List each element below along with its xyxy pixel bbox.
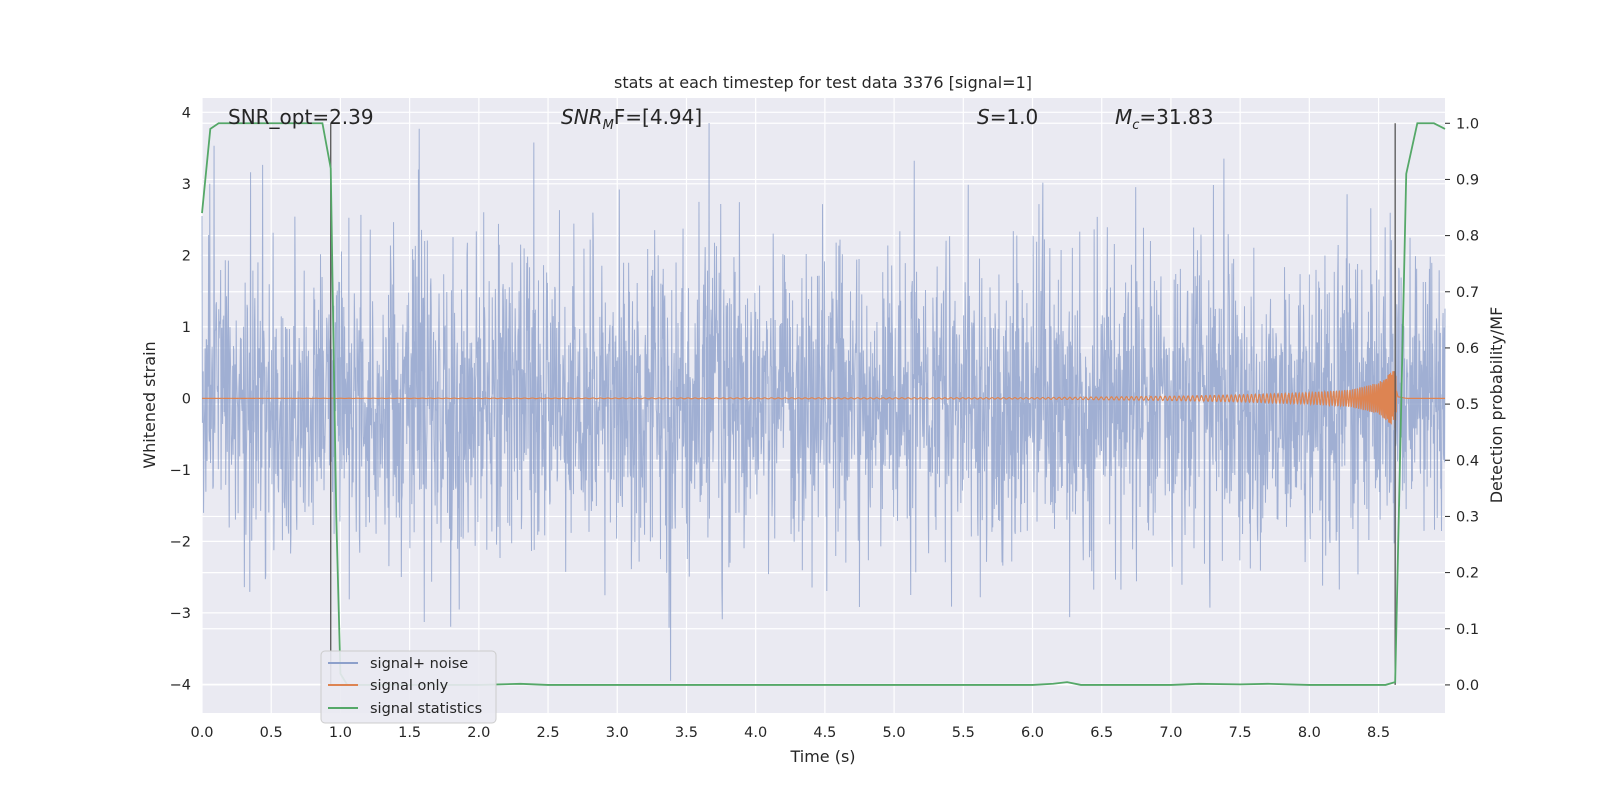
- snr-opt-annotation: SNR_opt=2.39: [228, 105, 374, 129]
- y-right-tick-label: 0.9: [1456, 172, 1479, 188]
- y-left-tick-labels: 4 3 2 1 0 −1 −2 −3 −4: [170, 105, 191, 693]
- signal-statistics-line: [201, 122, 1446, 686]
- x-tick-label: 5.0: [883, 725, 906, 741]
- y-right-tick-label: 0.4: [1456, 453, 1479, 469]
- y-left-tick-label: 3: [182, 177, 191, 193]
- chart-title: stats at each timestep for test data 337…: [614, 73, 1032, 92]
- signal-only-line: [202, 371, 1445, 428]
- y-right-tick-label: 0.2: [1456, 566, 1479, 582]
- y-right-tick-labels: 1.0 0.9 0.8 0.7 0.6 0.5 0.4 0.3 0.2 0.1 0.0: [1445, 116, 1479, 694]
- x-tick-label: 5.5: [952, 725, 975, 741]
- x-tick-label: 0.5: [260, 725, 283, 741]
- x-tick-label: 2.0: [467, 725, 490, 741]
- x-tick-label: 3.0: [606, 725, 629, 741]
- mc-annotation: Mc=31.83: [1115, 105, 1213, 133]
- y-right-tick-label: 0.1: [1456, 622, 1479, 638]
- y-right-tick-label: 0.3: [1456, 509, 1479, 525]
- x-tick-label: 4.0: [744, 725, 767, 741]
- x-tick-label: 1.0: [329, 725, 352, 741]
- y-right-tick-label: 0.5: [1456, 397, 1479, 413]
- snr-mf-subscript: M: [603, 118, 614, 133]
- mc-value: =31.83: [1139, 105, 1213, 129]
- y-right-tick-label: 0.7: [1456, 285, 1479, 301]
- signal-only-series: [202, 371, 1445, 428]
- y-left-tick-label: 1: [182, 320, 191, 336]
- y-right-tick-label: 0.8: [1456, 229, 1479, 245]
- y-left-tick-label: −2: [170, 534, 191, 550]
- x-tick-labels: 0.0 0.5 1.0 1.5 2.0 2.5 3.0 3.5 4.0 4.5 5.0 5.5 6.0 6…: [190, 725, 1390, 741]
- y-left-tick-label: 4: [182, 105, 191, 121]
- signal-statistics-series: [201, 122, 1446, 686]
- signal-noise-line: [201, 123, 1446, 681]
- x-tick-label: 8.0: [1298, 725, 1321, 741]
- y-right-tick-label: 0.6: [1456, 341, 1479, 357]
- y-left-tick-label: −1: [170, 463, 191, 479]
- legend-label-signal-only: signal only: [370, 678, 449, 694]
- x-tick-label: 3.5: [675, 725, 698, 741]
- y-left-tick-label: −4: [170, 677, 191, 693]
- x-tick-label: 4.5: [813, 725, 836, 741]
- x-tick-label: 6.5: [1090, 725, 1113, 741]
- legend-label-signal-statistics: signal statistics: [370, 701, 482, 717]
- y-right-tick-label: 0.0: [1456, 678, 1479, 694]
- x-tick-label: 1.5: [398, 725, 421, 741]
- x-tick-label: 7.5: [1229, 725, 1252, 741]
- x-tick-label: 2.5: [537, 725, 560, 741]
- s-value: =1.0: [990, 105, 1039, 129]
- y-left-tick-label: 2: [182, 248, 191, 264]
- signal-noise-series: [201, 123, 1446, 681]
- y-left-tick-label: −3: [170, 606, 191, 622]
- legend: signal+ noise signal only signal statist…: [320, 650, 497, 724]
- y-left-tick-label: 0: [182, 391, 191, 407]
- x-axis-label: Time (s): [789, 747, 855, 766]
- x-tick-label: 6.0: [1021, 725, 1044, 741]
- snr-mf-annotation: SNRMF=[4.94]: [561, 105, 702, 133]
- s-annotation: S=1.0: [977, 105, 1038, 129]
- y-right-axis-label: Detection probability/MF: [1487, 307, 1506, 504]
- legend-box: [320, 650, 497, 724]
- x-tick-label: 0.0: [190, 725, 213, 741]
- y-left-axis-label: Whitened strain: [140, 341, 159, 468]
- x-tick-label: 8.5: [1367, 725, 1390, 741]
- mc-subscript: c: [1132, 118, 1139, 133]
- y-right-tick-label: 1.0: [1456, 116, 1479, 132]
- s-variable: S: [977, 105, 990, 129]
- x-tick-label: 7.0: [1159, 725, 1182, 741]
- snr-mf-suffix: F=[4.94]: [614, 105, 702, 129]
- mc-variable: M: [1115, 105, 1132, 129]
- snr-mf-prefix: SNR: [561, 105, 603, 129]
- legend-label-signal-noise: signal+ noise: [370, 656, 468, 672]
